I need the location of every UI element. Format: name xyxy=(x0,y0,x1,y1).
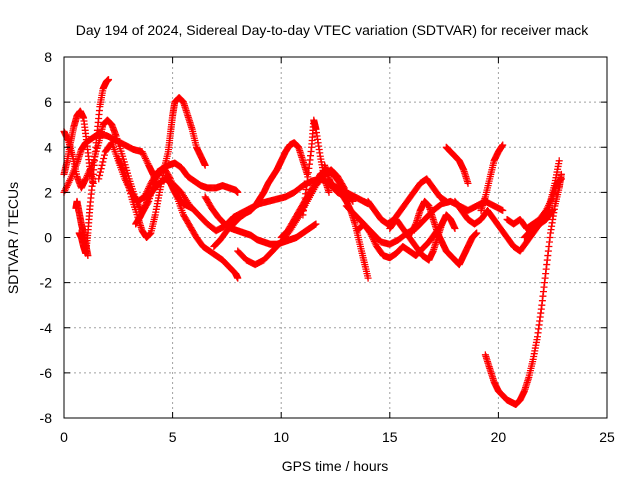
data-point xyxy=(96,168,104,176)
y-tick-label: 2 xyxy=(44,184,52,200)
axes xyxy=(63,56,608,419)
series-trace-7 xyxy=(114,94,209,241)
series-trace-10 xyxy=(201,193,320,248)
y-axis-label: SDTVAR / TECUs xyxy=(5,182,21,294)
y-tick-label: -8 xyxy=(40,410,53,426)
series-trace-11 xyxy=(210,139,311,251)
data-point xyxy=(98,161,106,169)
y-tick-label: 0 xyxy=(44,230,52,246)
data-point xyxy=(442,197,450,205)
data-point xyxy=(124,180,132,188)
x-tick-label: 5 xyxy=(169,429,177,445)
series-trace-18 xyxy=(364,175,450,228)
data-point xyxy=(348,196,356,204)
data-point xyxy=(97,165,105,173)
y-tick-label: 4 xyxy=(44,139,52,155)
data-point xyxy=(125,184,133,192)
data-point xyxy=(127,190,135,198)
y-tick-label: -4 xyxy=(40,320,53,336)
data-point xyxy=(234,274,242,282)
x-tick-label: 0 xyxy=(60,429,68,445)
tick-labels: 0 5 10 15 20 25 -8 -6 -4 -2 0 2 4 6 8 xyxy=(40,49,615,445)
x-axis-label: GPS time / hours xyxy=(282,458,389,474)
data-point xyxy=(325,188,333,196)
chart-title: Day 194 of 2024, Sidereal Day-to-day VTE… xyxy=(76,22,589,38)
series-trace-23 xyxy=(477,141,507,214)
series-trace-1 xyxy=(60,130,161,196)
data-point xyxy=(234,188,242,196)
x-tick-label: 15 xyxy=(382,429,398,445)
series-trace-5 xyxy=(75,76,113,257)
data-point xyxy=(105,76,113,84)
data-point xyxy=(122,174,130,182)
data-point xyxy=(499,141,507,149)
data-point xyxy=(99,158,107,166)
data-point xyxy=(201,161,209,169)
data-point xyxy=(349,197,357,205)
data-point xyxy=(100,151,108,159)
series-trace-21 xyxy=(442,143,472,187)
data-point xyxy=(121,168,129,176)
series-trace-26 xyxy=(481,170,565,408)
y-tick-label: 8 xyxy=(44,49,52,65)
grid-lines xyxy=(64,57,607,418)
data-point xyxy=(123,177,131,185)
data-point xyxy=(499,206,507,214)
data-point xyxy=(126,187,134,195)
series-trace-20 xyxy=(408,197,481,269)
data-point xyxy=(122,171,130,179)
data-point xyxy=(364,274,372,282)
data-point xyxy=(464,179,472,187)
x-tick-label: 25 xyxy=(599,429,615,445)
x-tick-label: 10 xyxy=(273,429,289,445)
y-tick-label: -6 xyxy=(40,365,53,381)
data-point xyxy=(100,155,108,163)
data-point xyxy=(473,229,481,237)
data-point xyxy=(312,220,320,228)
y-tick-label: 6 xyxy=(44,94,52,110)
data-point xyxy=(557,170,565,178)
data-point xyxy=(555,157,563,165)
x-tick-label: 20 xyxy=(491,429,507,445)
data-point xyxy=(451,224,459,232)
series-trace-14 xyxy=(299,116,333,219)
data-markers xyxy=(60,76,565,408)
y-tick-label: -2 xyxy=(40,275,53,291)
data-point xyxy=(95,175,103,183)
data-point xyxy=(96,171,104,179)
